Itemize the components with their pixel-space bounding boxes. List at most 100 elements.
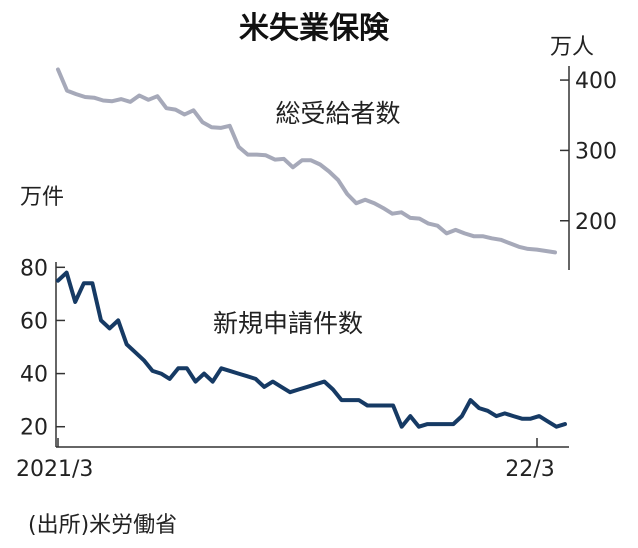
upper-data-point xyxy=(518,246,520,248)
lower-tick-label: 60 xyxy=(20,309,48,334)
lower-data-point xyxy=(487,410,489,412)
lower-data-point xyxy=(478,407,480,409)
lower-tick-label: 20 xyxy=(20,416,48,441)
lower-data-point xyxy=(272,381,274,383)
lower-series xyxy=(56,270,567,429)
lower-data-point xyxy=(263,386,265,388)
upper-data-point xyxy=(84,96,86,98)
upper-data-point xyxy=(409,217,411,219)
upper-data-point xyxy=(446,232,448,234)
lower-data-point xyxy=(375,404,377,407)
upper-data-point xyxy=(111,100,113,102)
lower-data-point xyxy=(203,373,205,375)
lower-tick-label: 80 xyxy=(20,256,48,281)
upper-data-point xyxy=(129,101,131,103)
lower-data-point xyxy=(177,367,179,369)
lower-data-point xyxy=(504,412,506,414)
lower-data-point xyxy=(306,386,308,388)
upper-data-point xyxy=(202,121,204,123)
upper-data-point xyxy=(238,146,240,148)
upper-data-point xyxy=(464,232,466,234)
upper-data-point xyxy=(156,95,158,97)
upper-data-point xyxy=(346,193,348,195)
upper-data-point xyxy=(165,107,167,109)
upper-data-point xyxy=(310,159,312,161)
lower-data-point xyxy=(444,423,446,425)
lower-data-point xyxy=(512,415,515,417)
upper-data-point xyxy=(147,99,149,101)
upper-data-point xyxy=(274,159,276,161)
lower-data-point xyxy=(538,415,540,417)
chart-title: 米失業保険 xyxy=(239,11,390,46)
upper-data-point xyxy=(527,248,529,250)
lower-data-point xyxy=(341,399,343,401)
lower-data-point xyxy=(383,404,386,407)
lower-data-point xyxy=(349,399,351,401)
lower-data-point xyxy=(547,420,549,422)
lower-data-point xyxy=(392,404,394,407)
upper-data-point xyxy=(500,239,502,241)
upper-tick-label: 400 xyxy=(575,69,617,94)
upper-data-point xyxy=(473,235,475,237)
lower-data-point xyxy=(237,373,240,375)
upper-data-point xyxy=(491,237,493,239)
x-tick-label: 22/3 xyxy=(505,457,554,482)
lower-data-point xyxy=(289,391,291,393)
upper-data-point xyxy=(364,199,366,201)
lower-data-point xyxy=(194,381,197,383)
upper-data-point xyxy=(265,154,267,156)
upper-data-point xyxy=(382,207,384,209)
lower-data-point xyxy=(74,301,76,303)
lower-data-point xyxy=(100,319,102,321)
lower-data-point xyxy=(469,399,472,401)
lower-data-point xyxy=(555,426,558,428)
lower-tick-label: 40 xyxy=(20,363,48,388)
lower-data-point xyxy=(401,426,403,428)
upper-data-point xyxy=(93,97,95,99)
upper-data-point xyxy=(455,229,457,231)
lower-data-point xyxy=(280,386,282,388)
lower-data-point xyxy=(530,418,532,420)
upper-data-point xyxy=(436,225,439,227)
upper-data-point xyxy=(247,154,249,156)
upper-data-point xyxy=(301,159,303,161)
lower-data-point xyxy=(160,373,162,375)
lower-data-point xyxy=(117,319,119,321)
upper-data-point xyxy=(256,154,258,156)
lower-data-point xyxy=(452,423,454,425)
lower-series-line xyxy=(56,270,567,429)
lower-data-point xyxy=(521,418,523,420)
upper-axis: 200 300 400 xyxy=(560,66,617,270)
lower-data-point xyxy=(126,343,128,345)
source-note: (出所)米労働省 xyxy=(28,513,177,538)
upper-data-point xyxy=(102,99,104,102)
upper-data-point xyxy=(192,109,195,111)
lower-data-point xyxy=(83,282,85,284)
upper-data-point xyxy=(183,113,186,116)
lower-data-point xyxy=(461,415,463,417)
upper-data-point xyxy=(427,223,430,225)
x-tick-label: 2021/3 xyxy=(16,457,93,482)
lower-data-point xyxy=(212,381,214,383)
upper-data-point xyxy=(554,251,556,253)
upper-data-point xyxy=(174,109,177,111)
upper-data-point xyxy=(536,249,538,251)
lower-data-point xyxy=(91,282,93,284)
upper-data-point xyxy=(337,179,339,181)
lower-data-point xyxy=(426,423,429,425)
lower-data-point xyxy=(186,367,188,369)
upper-data-point xyxy=(418,218,421,220)
lower-data-point xyxy=(151,370,154,372)
upper-data-point xyxy=(220,127,222,129)
upper-data-point xyxy=(66,90,68,92)
lower-data-point xyxy=(134,351,136,353)
lower-data-point xyxy=(323,381,325,383)
lower-data-point xyxy=(66,272,68,274)
upper-unit: 万人 xyxy=(550,35,594,60)
upper-data-point xyxy=(283,158,285,160)
upper-data-point xyxy=(400,211,402,213)
lower-data-point xyxy=(409,415,411,417)
lower-data-point xyxy=(143,359,145,361)
upper-data-point xyxy=(138,94,140,97)
